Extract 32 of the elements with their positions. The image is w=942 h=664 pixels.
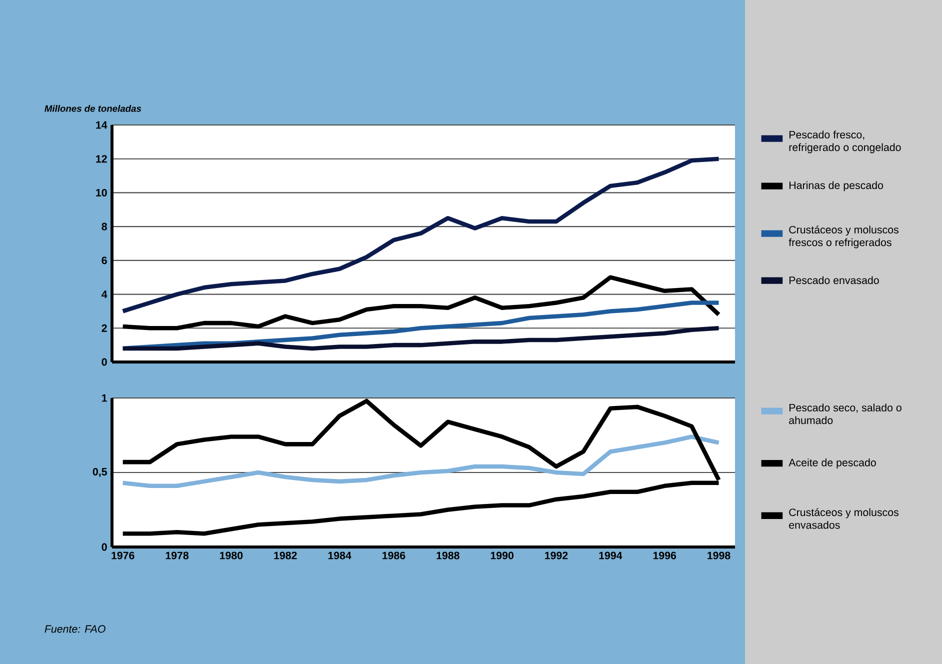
x-tick-label: 1988 bbox=[436, 552, 460, 560]
x-tick-label: 1992 bbox=[545, 552, 568, 560]
x-tick-label: 1986 bbox=[382, 552, 406, 560]
y-tick-label: 6 bbox=[102, 256, 107, 264]
legend-label: Harinas de pescado bbox=[790, 181, 884, 192]
legend-label: Aceite de pescado bbox=[788, 458, 876, 468]
x-tick-label: 1998 bbox=[708, 552, 730, 560]
y-tick-label: 1 bbox=[102, 394, 107, 402]
y-axis-title: Millones de toneladas bbox=[44, 104, 142, 112]
x-tick-label: 1996 bbox=[653, 552, 676, 560]
legend-label: Pescado fresco, refrigerado o congelado bbox=[789, 130, 901, 154]
y-tick-label: 12 bbox=[96, 155, 107, 163]
x-tick-label: 1994 bbox=[599, 552, 622, 560]
source-note: Fuente: FAO bbox=[44, 625, 106, 633]
x-tick-label: 1980 bbox=[220, 552, 243, 560]
y-tick-label: 0 bbox=[102, 358, 107, 366]
y-tick-label: 0 bbox=[102, 543, 107, 551]
y-tick-label: 4 bbox=[102, 290, 108, 298]
y-tick-label: 14 bbox=[96, 121, 108, 129]
x-tick-label: 1976 bbox=[112, 552, 134, 560]
y-tick-label: 2 bbox=[102, 324, 107, 332]
x-tick-label: 1982 bbox=[274, 552, 297, 560]
legend-label: Pescado envasado bbox=[790, 276, 879, 284]
y-tick-label: 0,5 bbox=[92, 468, 107, 478]
x-tick-label: 1978 bbox=[166, 552, 189, 560]
x-tick-label: 1990 bbox=[490, 552, 514, 560]
legend-label: Crustáceos y moluscos frescos o refrigerados bbox=[788, 226, 898, 248]
legend-label: Crustáceos y moluscos envasados bbox=[789, 508, 898, 529]
x-tick-label: 1984 bbox=[328, 552, 352, 560]
y-tick-label: 10 bbox=[96, 188, 107, 196]
y-tick-label: 8 bbox=[102, 222, 107, 230]
legend-label: Pescado seco, salado o ahumado bbox=[789, 404, 902, 424]
